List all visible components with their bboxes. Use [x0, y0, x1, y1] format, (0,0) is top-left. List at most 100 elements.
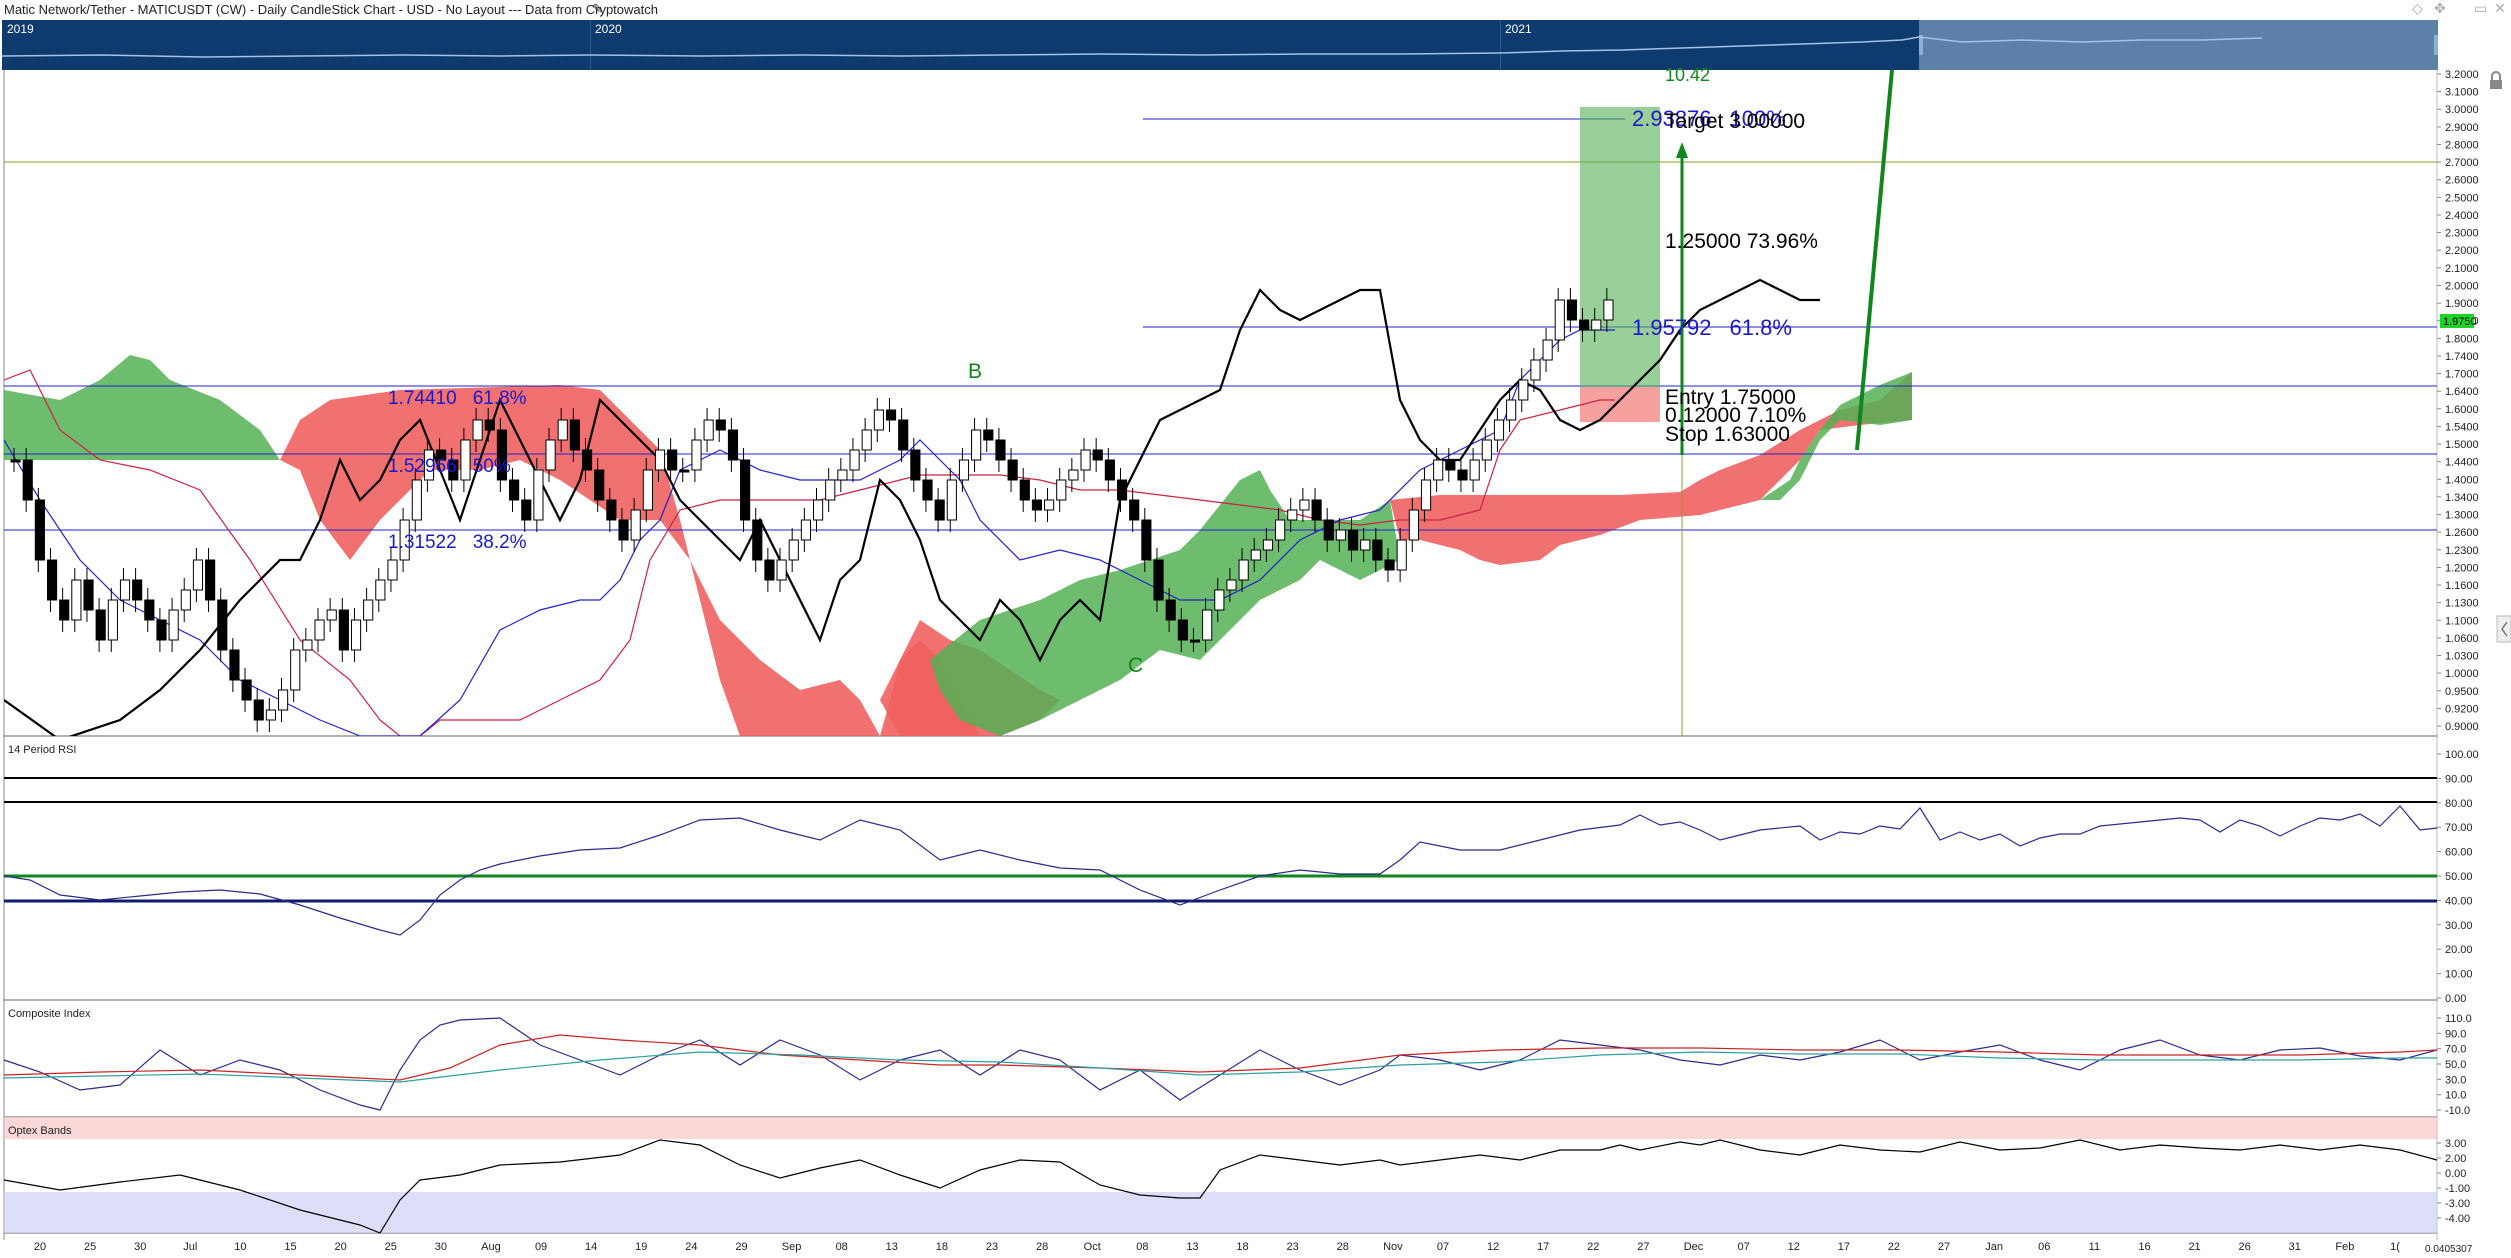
close-icon[interactable]: ✕: [2494, 0, 2506, 16]
date-tick-label: 07: [1737, 1241, 1749, 1253]
candle: [1226, 579, 1237, 591]
candle: [1323, 519, 1334, 541]
axis-tick-label: 1.1300: [2445, 598, 2479, 610]
date-tick-label: 14: [585, 1241, 597, 1253]
candle: [837, 469, 848, 481]
date-tick-label: 09: [535, 1241, 547, 1253]
date-tick-label: 08: [1136, 1241, 1148, 1253]
date-tick-label: 15: [284, 1241, 296, 1253]
date-tick-label: 13: [1186, 1241, 1198, 1253]
candle: [448, 459, 459, 481]
candle: [1579, 319, 1590, 331]
axis-tick-label: 2.3000: [2445, 228, 2479, 240]
candle: [1493, 419, 1505, 441]
maximize-icon[interactable]: ▭: [2474, 0, 2488, 16]
axis-tick-label: 1.1600: [2445, 580, 2479, 592]
candle: [1080, 449, 1091, 471]
candle: [1445, 459, 1456, 471]
composite-panel: Composite Index 110.0 90.0 70.0 50.0 30.0 10.…: [3, 1008, 2472, 1117]
axis-tick-label: 0.00: [2445, 1168, 2466, 1180]
axis-tick-label: 50.00: [2445, 871, 2473, 883]
candlestick-series: [10, 288, 1614, 732]
edit-pencil-icon[interactable]: ✎: [592, 1, 603, 16]
composite-teal-ma: [3, 1051, 2437, 1083]
navigator-left-handle[interactable]: [1919, 35, 1923, 55]
candle: [971, 429, 982, 461]
candle: [885, 409, 897, 421]
candle: [1518, 379, 1529, 401]
price-axis[interactable]: 3.2000 3.1000 3.0000 2.9000 2.8000 2.7000 2.60…: [2437, 69, 2479, 733]
lock-icon[interactable]: [2490, 71, 2502, 89]
axis-tick-label: 40.00: [2445, 895, 2473, 907]
candle: [569, 419, 580, 451]
date-tick-label: Oct: [1084, 1241, 1101, 1253]
date-tick-label: 1(: [2390, 1241, 2400, 1253]
optex-panel-title: Optex Bands: [8, 1125, 72, 1137]
axis-tick-label: 80.00: [2445, 798, 2473, 810]
year-label-2019: 2019: [7, 22, 34, 36]
date-axis[interactable]: 20 25 30 Jul 10 15 20 25 30 Aug 09 14 19 24 29 Sep 08 13 1…: [34, 1241, 2400, 1253]
risk-box[interactable]: [1580, 387, 1660, 422]
date-tick-label: 28: [1337, 1241, 1349, 1253]
price-panel: 1.74410 61.8% 1.52966 50% 1.31522 38.2% 1.9…: [4, 65, 2511, 736]
candle: [1481, 439, 1492, 461]
candle: [910, 449, 921, 481]
collapse-axis-icon[interactable]: [2496, 615, 2511, 643]
candle: [375, 579, 386, 601]
candle: [1506, 399, 1517, 421]
navigator-right-handle[interactable]: [2434, 35, 2438, 55]
candle: [34, 499, 45, 561]
candle: [10, 459, 21, 463]
crosshair-icon[interactable]: ✥: [2434, 0, 2446, 16]
candle: [813, 499, 824, 521]
candle: [825, 479, 836, 501]
axis-tick-label: 60.00: [2445, 847, 2473, 859]
axis-tick-label: 2.7000: [2445, 157, 2479, 169]
rsi-axis[interactable]: 100.00 90.00 80.00 70.00 60.00 50.00 40.00 30.0…: [2437, 749, 2479, 1005]
candle: [557, 419, 568, 441]
date-tick-label: 30: [134, 1241, 146, 1253]
axis-tick-label: 1.5000: [2445, 439, 2479, 451]
candle: [265, 709, 277, 721]
date-tick-label: 19: [635, 1241, 647, 1253]
candle: [1031, 499, 1043, 511]
candle: [691, 439, 702, 471]
axis-tick-label: 20.00: [2445, 944, 2473, 956]
candle: [1129, 499, 1140, 521]
candle: [1457, 469, 1468, 481]
axis-tick-label: 1.9000: [2445, 298, 2479, 310]
date-tick-label: 22: [1587, 1241, 1599, 1253]
candle: [1469, 459, 1480, 481]
time-navigator[interactable]: 2019 2020 2021: [2, 20, 2438, 70]
date-tick-label: 23: [1287, 1241, 1299, 1253]
candle: [788, 539, 799, 561]
candle: [1591, 319, 1602, 331]
axis-tick-label: 0.9500: [2445, 686, 2479, 698]
candle: [1104, 459, 1115, 481]
date-tick-label: 26: [2239, 1241, 2251, 1253]
date-tick-label: 11: [2089, 1241, 2100, 1253]
wave-label-b: B: [968, 360, 982, 383]
diamond-icon[interactable]: ◇: [2412, 0, 2423, 16]
stop-label: Stop 1.63000: [1665, 423, 1790, 446]
candle: [1007, 459, 1018, 481]
candle: [156, 619, 167, 641]
axis-tick-label: 1.0600: [2445, 633, 2479, 645]
date-tick-label: 18: [1236, 1241, 1248, 1253]
candle: [849, 449, 860, 471]
axis-tick-label: 1.0300: [2445, 651, 2479, 663]
reward-box[interactable]: [1580, 107, 1660, 387]
fib-label-1: 1.74410 61.8%: [388, 388, 527, 409]
composite-axis[interactable]: 110.0 90.0 70.0 50.0 30.0 10.0 -10.0: [2437, 1013, 2472, 1117]
axis-tick-label: 1.7400: [2445, 351, 2479, 363]
chart-title: Matic Network/Tether - MATICUSDT (CW) - …: [4, 2, 658, 17]
navigator-selection-window[interactable]: [1919, 20, 2438, 70]
projection-line: [1855, 70, 1894, 451]
date-tick-label: 18: [936, 1241, 948, 1253]
candle: [606, 499, 617, 521]
date-tick-label: 22: [1888, 1241, 1900, 1253]
optex-axis[interactable]: 3.00 2.00 0.00 -1.00 -3.00 -4.00: [2437, 1138, 2470, 1225]
candle: [1153, 559, 1164, 601]
candle: [545, 439, 556, 471]
